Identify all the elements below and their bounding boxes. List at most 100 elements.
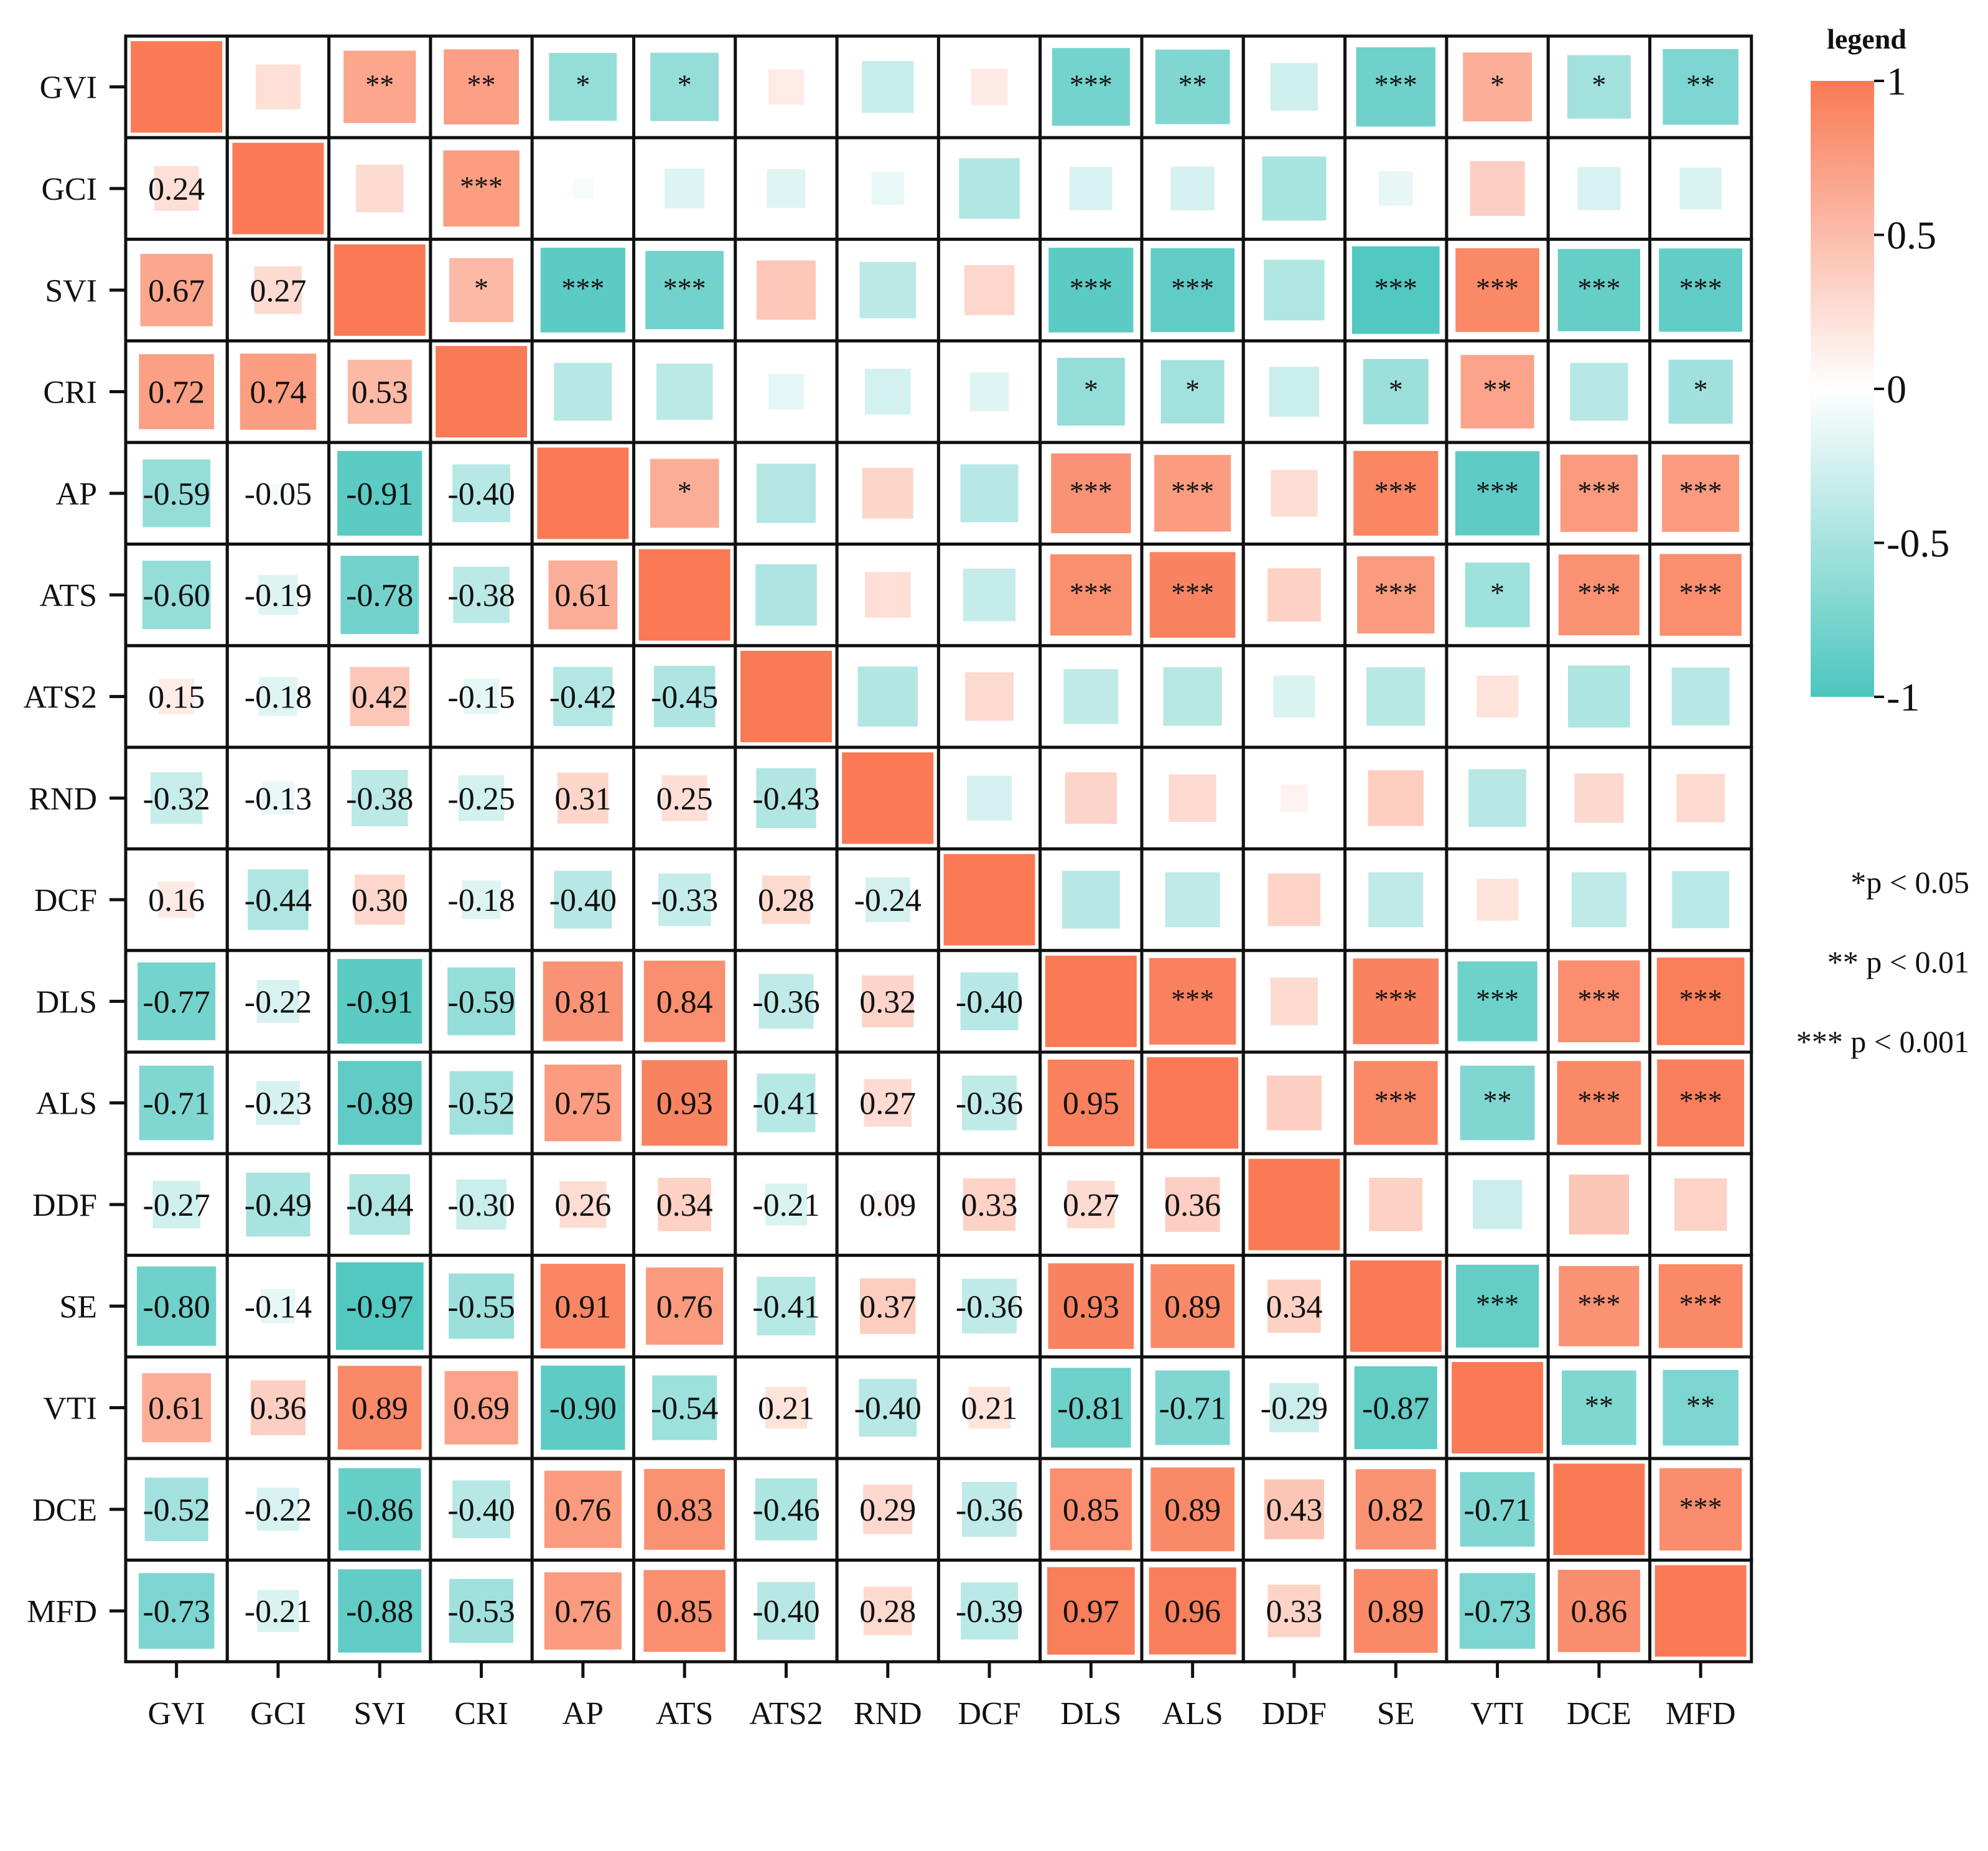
- correlation-square: [862, 467, 913, 519]
- correlation-square: [1564, 52, 1633, 121]
- correlation-value-label: -0.38: [447, 578, 515, 613]
- colorbar-tick-label: 0.5: [1887, 213, 1936, 258]
- correlation-square: [335, 1567, 424, 1656]
- correlation-value-label: -0.71: [1463, 1493, 1531, 1528]
- correlation-value-label: 0.32: [859, 984, 916, 1020]
- y-tick-label: DCF: [34, 883, 97, 918]
- significance-stars: **: [1686, 1390, 1715, 1422]
- correlation-square: [768, 374, 804, 410]
- correlation-square: [1355, 554, 1437, 636]
- correlation-square: [142, 1475, 211, 1544]
- correlation-square: [756, 464, 816, 523]
- correlation-square: [665, 168, 705, 208]
- significance-stars: **: [1178, 69, 1207, 101]
- correlation-square: [349, 1174, 410, 1235]
- matrix-cell: [1445, 1152, 1550, 1257]
- correlation-square: [965, 672, 1014, 721]
- correlation-square: [1458, 352, 1537, 431]
- significance-note: *** p < 0.001: [1796, 1024, 1969, 1059]
- correlation-value-label: -0.52: [447, 1086, 515, 1122]
- correlation-square: [969, 372, 1009, 411]
- correlation-square: [1571, 872, 1626, 928]
- x-axis-labels: GVI GCI SVI CRI AP ATS ATS2 RND DCF DLS ALS DDF SE VT…: [147, 1661, 1736, 1732]
- correlation-value-label: -0.71: [142, 1086, 210, 1122]
- correlation-square: [1378, 171, 1413, 206]
- correlation-value-label: -0.22: [245, 984, 312, 1020]
- correlation-value-label: -0.73: [142, 1594, 210, 1630]
- correlation-value-label: -0.18: [245, 679, 312, 715]
- correlation-square: [538, 1261, 628, 1351]
- correlation-value-label: 0.37: [859, 1289, 916, 1325]
- correlation-square: [1054, 355, 1127, 428]
- correlation-square: [643, 248, 727, 332]
- correlation-square: [1554, 1058, 1644, 1147]
- significance-stars: ***: [1679, 983, 1722, 1015]
- correlation-value-label: -0.25: [447, 781, 515, 817]
- correlation-square: [1654, 1056, 1747, 1149]
- significance-stars: *: [1084, 374, 1098, 406]
- correlation-square: [441, 147, 522, 230]
- correlation-square: [1454, 1262, 1542, 1350]
- correlation-square: [1453, 245, 1542, 335]
- correlation-square: [1671, 667, 1730, 725]
- correlation-square: [1148, 1465, 1237, 1554]
- significance-stars: *: [1490, 69, 1505, 101]
- significance-stars: ***: [1171, 983, 1214, 1015]
- correlation-value-label: -0.30: [447, 1188, 515, 1223]
- correlation-square: [1557, 452, 1640, 534]
- significance-stars: ***: [1374, 69, 1417, 101]
- correlation-value-label: -0.14: [245, 1289, 312, 1325]
- significance-stars: ***: [1171, 475, 1214, 507]
- correlation-square: [1457, 1570, 1538, 1651]
- correlation-value-label: -0.40: [447, 477, 515, 512]
- significance-note: *p < 0.05: [1850, 865, 1969, 900]
- correlation-square: [1674, 1178, 1727, 1231]
- correlation-square: [1152, 1368, 1233, 1448]
- correlation-square: [865, 572, 911, 618]
- correlation-square: [961, 1075, 1017, 1131]
- correlation-square: [248, 869, 309, 930]
- correlation-square: [1248, 1159, 1340, 1251]
- significance-stars: ***: [1374, 475, 1417, 507]
- correlation-value-label: -0.52: [142, 1493, 210, 1528]
- y-tick-label: DLS: [36, 984, 97, 1020]
- correlation-value-label: 0.89: [352, 1391, 408, 1427]
- correlation-square: [758, 974, 814, 1029]
- significance-stars: ***: [1070, 475, 1113, 507]
- correlation-value-label: -0.05: [245, 477, 312, 512]
- x-tick-label: ALS: [1162, 1696, 1223, 1732]
- correlation-square: [1045, 1261, 1137, 1352]
- x-tick-label: DCE: [1567, 1696, 1631, 1732]
- x-tick-label: SVI: [353, 1696, 406, 1732]
- correlation-square: [1369, 1178, 1423, 1231]
- correlation-value-label: -0.78: [346, 578, 413, 613]
- correlation-square: [1062, 870, 1120, 929]
- significance-stars: ***: [1070, 272, 1113, 304]
- correlation-square: [967, 775, 1012, 821]
- correlation-square: [963, 568, 1016, 622]
- correlation-square: [658, 1178, 711, 1231]
- correlation-square: [538, 245, 628, 335]
- correlation-square: [136, 352, 217, 432]
- correlation-value-label: -0.33: [651, 883, 718, 918]
- correlation-square: [1147, 549, 1238, 641]
- correlation-value-label: -0.77: [142, 984, 210, 1020]
- correlation-value-label: 0.28: [758, 883, 814, 918]
- correlation-value-label: -0.38: [346, 781, 413, 817]
- significance-stars: ***: [1171, 272, 1214, 304]
- correlation-value-label: 0.86: [1570, 1594, 1627, 1630]
- colorbar-title: legend: [1827, 23, 1906, 55]
- correlation-square: [658, 873, 711, 926]
- x-tick-label: GCI: [250, 1696, 306, 1732]
- correlation-square: [1351, 448, 1441, 538]
- correlation-square: [546, 557, 620, 632]
- x-tick-label: SE: [1377, 1696, 1415, 1732]
- correlation-square: [1654, 954, 1747, 1048]
- correlation-value-label: -0.80: [142, 1289, 210, 1325]
- correlation-square: [865, 368, 911, 415]
- correlation-square: [1672, 871, 1730, 928]
- significance-stars: ***: [1577, 475, 1620, 507]
- correlation-value-label: 0.34: [656, 1188, 713, 1223]
- correlation-value-label: 0.67: [148, 273, 205, 309]
